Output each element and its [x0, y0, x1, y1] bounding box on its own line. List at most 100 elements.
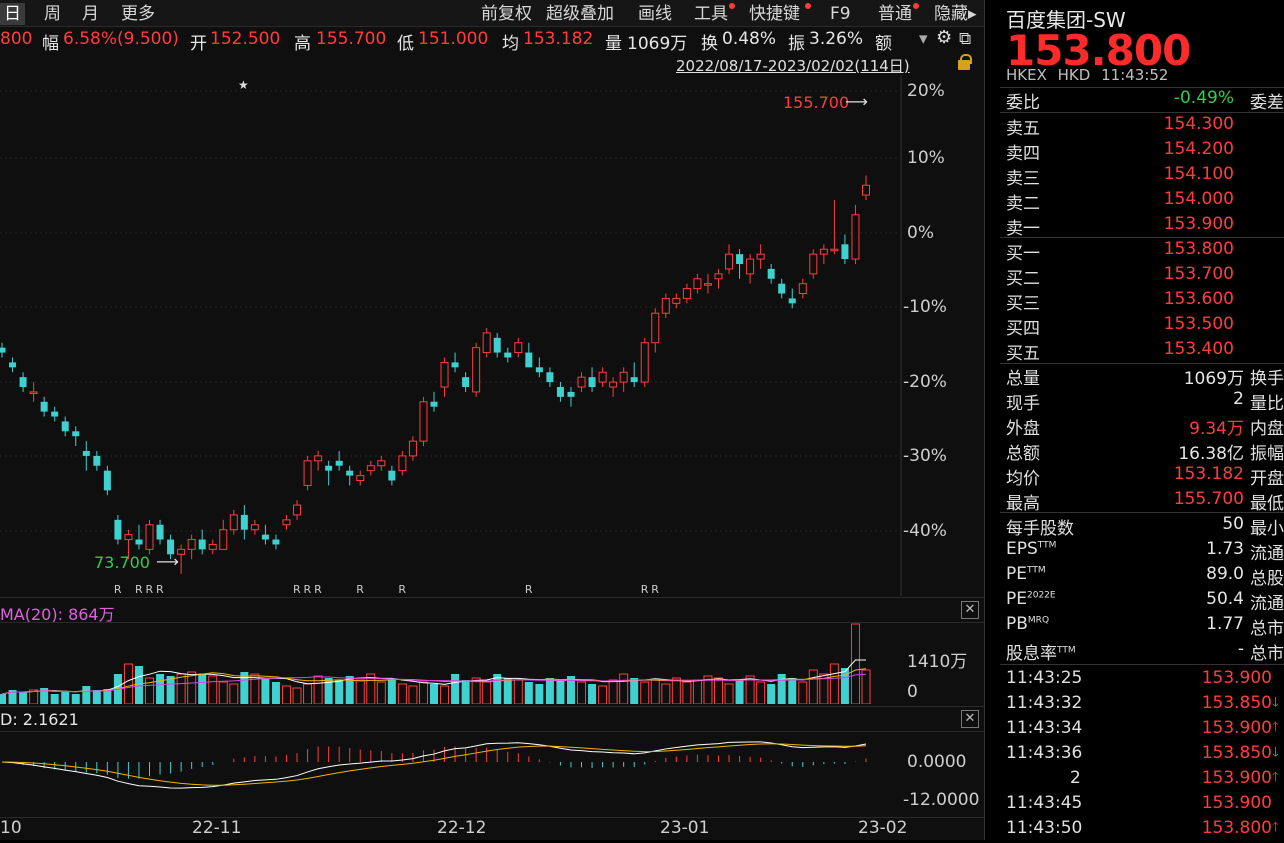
stat-label: 总额	[1006, 444, 1040, 464]
ask-level: 卖五	[1006, 119, 1040, 139]
normal-mode-button[interactable]: 普通	[878, 4, 912, 24]
volume-bar	[661, 683, 671, 704]
candle-body	[504, 352, 512, 358]
candle-body	[609, 381, 618, 388]
candle-body	[567, 391, 575, 397]
tick-price: 153.900	[1201, 793, 1272, 813]
forward-adjust-button[interactable]: 前复权	[481, 4, 532, 24]
order-ratio: 委比 -0.49% 委差	[1006, 88, 1284, 113]
low-value: 151.000	[418, 29, 489, 49]
candle-body	[314, 455, 323, 462]
candle-body	[577, 376, 586, 388]
volume-bar	[482, 681, 492, 704]
x-axis-label: 22-12	[437, 818, 487, 838]
candle-body	[556, 387, 564, 397]
candle-body	[366, 465, 375, 472]
tab-month[interactable]: 月	[82, 4, 99, 24]
ask-level: 卖一	[1006, 219, 1040, 239]
quote-time: 11:43:52	[1101, 66, 1169, 84]
bid-price: 153.700	[1163, 264, 1234, 284]
tab-week[interactable]: 周	[44, 4, 61, 24]
stat-row: 总额 16.38亿 振幅	[1006, 439, 1284, 464]
fund-sup: MRQ	[1027, 615, 1050, 626]
lock-icon[interactable]	[958, 54, 972, 70]
candlestick-chart[interactable]	[0, 76, 984, 596]
order-ratio-label2: 委差	[1250, 93, 1284, 113]
hide-button[interactable]: 隐藏▸	[934, 4, 977, 24]
bid-row: 买三 153.600	[1006, 289, 1284, 314]
quote-panel	[985, 0, 1284, 840]
change-pct-label: 幅	[42, 34, 59, 52]
dropdown-icon[interactable]: ▾	[919, 29, 928, 49]
volume-bar	[819, 673, 829, 704]
volume-bar	[408, 685, 418, 704]
fundamental-row: EPSTTM 1.73 流通	[1006, 539, 1284, 564]
gear-icon[interactable]: ⚙	[936, 28, 953, 48]
y-axis-label: 0%	[907, 223, 934, 243]
close-volume-icon[interactable]: ✕	[961, 601, 979, 619]
candle-body	[778, 283, 786, 294]
macd-line	[1, 741, 867, 789]
rights-marker: R	[134, 583, 143, 596]
volume-bar	[134, 666, 143, 704]
shortcut-button[interactable]: 快捷键	[749, 4, 800, 24]
candle-body	[714, 273, 723, 280]
f9-button[interactable]: F9	[830, 4, 851, 24]
candle-body	[377, 460, 386, 467]
candle-body	[187, 539, 196, 550]
tick-row: 11:43:45 153.900	[1006, 793, 1284, 818]
tick-row: 2 153.900 🡑	[1006, 768, 1284, 793]
popout-icon[interactable]: ⧉	[959, 29, 972, 49]
quote-info-bar: 800 幅 6.58%(9.500) 开 152.500 高 155.700 低…	[0, 28, 984, 52]
volume-bar	[430, 684, 438, 704]
candle-body	[809, 253, 818, 275]
fundamental-row: PETTM 89.0 总股	[1006, 564, 1284, 589]
tab-more[interactable]: 更多	[121, 4, 155, 24]
stock-name: 百度集团-SW	[1006, 8, 1126, 32]
rights-marker: R	[293, 583, 301, 596]
candle-body	[293, 504, 302, 516]
turnover-value: 0.48%	[722, 29, 777, 49]
volume-bar	[461, 680, 470, 704]
up-arrow-icon: 🡑	[1272, 770, 1279, 785]
divider	[1000, 363, 1284, 364]
candle-body	[725, 253, 734, 270]
fund-label: PE2022E	[1006, 589, 1056, 609]
tools-button[interactable]: 工具	[694, 4, 728, 24]
draw-line-button[interactable]: 画线	[638, 4, 672, 24]
candle-body	[93, 455, 101, 466]
tick-price: 153.850	[1201, 743, 1272, 763]
candle-body	[472, 347, 481, 393]
open-label: 开	[190, 34, 207, 52]
stat-row: 均价 153.182 开盘	[1006, 464, 1284, 489]
candle-body	[830, 248, 839, 252]
close-macd-icon[interactable]: ✕	[961, 710, 979, 728]
candle-body	[9, 362, 17, 368]
volume-bar	[292, 687, 302, 704]
avg-label: 均	[502, 34, 519, 52]
candle-body	[619, 371, 628, 383]
rights-marker: R	[303, 583, 312, 596]
fund-value: 50	[1222, 514, 1244, 534]
volume-bar	[556, 680, 565, 704]
rights-marker: R	[524, 583, 533, 596]
volume-bar	[566, 676, 575, 704]
candle-body	[250, 524, 259, 531]
tick-price: 153.850	[1201, 693, 1272, 713]
date-range[interactable]: 2022/08/17-2023/02/02(114日)	[676, 57, 910, 75]
volume-value: 1069万	[627, 34, 688, 52]
candle-body	[736, 254, 744, 264]
candle-body	[862, 184, 870, 196]
fund-value: -	[1237, 639, 1244, 659]
volume-bar	[503, 678, 512, 704]
candle-body	[388, 470, 396, 481]
tab-day[interactable]: 日	[0, 3, 25, 25]
super-overlay-button[interactable]: 超级叠加	[546, 4, 614, 24]
macd-axis-label: -12.0000	[903, 790, 980, 810]
candle-body	[703, 283, 712, 286]
volume-bar	[535, 684, 544, 704]
volume-bar	[71, 694, 80, 704]
y-axis-label: -40%	[903, 521, 947, 541]
candle-body	[208, 543, 217, 550]
tick-time: 11:43:25	[1006, 668, 1083, 688]
